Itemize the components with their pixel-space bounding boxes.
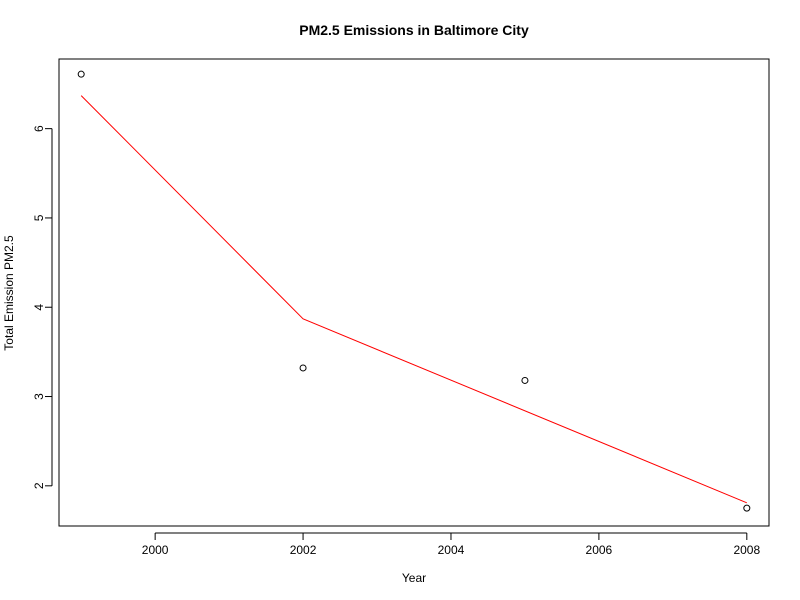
series-layer xyxy=(77,70,751,512)
x-axis: 2000 2002 2004 2006 2008 xyxy=(142,532,760,557)
x-tick-label: 2008 xyxy=(733,543,760,557)
x-tick-label: 2004 xyxy=(438,543,465,557)
x-tick-label: 2006 xyxy=(586,543,613,557)
y-tick-label: 5 xyxy=(32,214,46,221)
data-point xyxy=(299,364,307,372)
trend-line xyxy=(80,95,748,504)
y-tick-label: 6 xyxy=(32,125,46,132)
y-tick-label: 2 xyxy=(32,482,46,489)
x-axis-label: Year xyxy=(402,571,426,585)
y-tick-label: 3 xyxy=(32,393,46,400)
y-tick-label: 4 xyxy=(32,304,46,311)
x-tick-label: 2000 xyxy=(142,543,169,557)
data-point xyxy=(521,376,529,384)
data-point xyxy=(77,70,85,78)
x-tick-label: 2002 xyxy=(290,543,317,557)
plot-frame xyxy=(58,58,770,527)
y-axis-label: Total Emission PM2.5 xyxy=(2,235,16,351)
data-point xyxy=(743,504,751,512)
chart-title: PM2.5 Emissions in Baltimore City xyxy=(299,22,529,38)
y-axis: 2 3 4 5 6 xyxy=(32,125,53,489)
